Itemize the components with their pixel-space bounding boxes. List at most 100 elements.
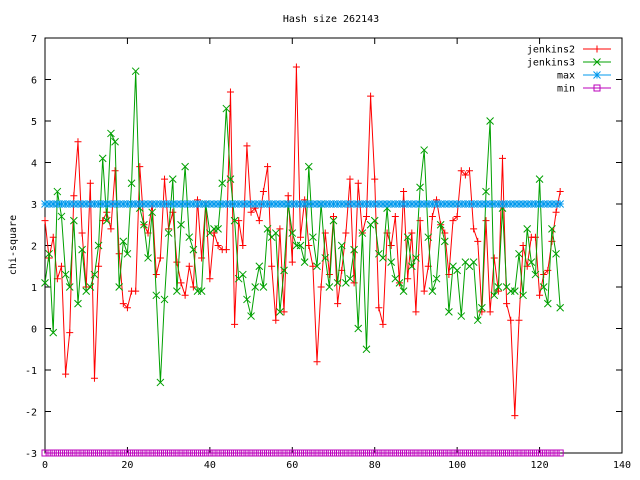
y-axis-label: chi-square (8, 215, 19, 275)
max-point (222, 200, 231, 208)
y-tick-label: -1 (25, 366, 37, 377)
max-point (473, 200, 482, 208)
jenkins3-point (482, 187, 490, 196)
max-point (399, 200, 408, 208)
max-point (366, 200, 375, 208)
min-point (243, 449, 251, 457)
jenkins2-point (272, 316, 280, 324)
jenkins3-point (127, 179, 136, 188)
max-point (296, 200, 305, 208)
min-point (478, 449, 486, 457)
jenkins3-point (164, 229, 173, 237)
jenkins2-point (292, 63, 300, 71)
max-point (115, 200, 124, 208)
max-point (313, 200, 321, 208)
min-point (330, 449, 337, 457)
y-tick-label: 2 (31, 242, 37, 253)
min-point (206, 449, 214, 457)
max-point (271, 200, 280, 208)
max-point (379, 200, 387, 208)
min-point (185, 449, 193, 457)
min-point (387, 449, 395, 457)
max-point (407, 200, 416, 208)
axes: -3 -2 -1 0 1 2 3 4 5 6 7 0 20 40 60 80 100 120 140 (25, 34, 631, 471)
y-tick-label: 7 (31, 34, 37, 45)
min-point (457, 449, 465, 457)
min-point (334, 449, 342, 457)
jenkins2-point (288, 258, 296, 266)
max-point (535, 200, 544, 208)
jenkins3-point (263, 225, 272, 233)
max-point (539, 200, 548, 208)
max-point (292, 200, 301, 208)
min-point (169, 449, 177, 457)
max-point (387, 200, 396, 208)
min-point (193, 449, 201, 457)
min-point (53, 449, 61, 457)
min-point (453, 449, 461, 457)
jenkins2-point (498, 154, 506, 162)
legend-marker-jenkins3 (593, 58, 601, 66)
x-tick-label: 120 (531, 460, 549, 471)
min-point (74, 449, 82, 457)
jenkins2-point (86, 179, 94, 187)
min-point (103, 449, 111, 457)
series-group (41, 63, 565, 457)
min-point (317, 449, 325, 457)
legend-marker-jenkins2 (593, 45, 601, 53)
min-point (239, 449, 247, 457)
min-point (346, 449, 354, 457)
jenkins2-point (317, 283, 325, 291)
min-point (515, 449, 523, 457)
min-point (367, 449, 375, 457)
jenkins2-point (482, 217, 490, 225)
max-point (403, 200, 412, 208)
min-point (259, 449, 267, 457)
min-point (540, 449, 548, 457)
jenkins3-point (399, 287, 408, 296)
min-point (165, 449, 173, 457)
jenkins3-point (140, 220, 148, 229)
max-point (49, 200, 58, 208)
jenkins2-point (334, 300, 342, 308)
legend-label-max: max (557, 71, 575, 82)
jenkins3-point (436, 220, 445, 229)
jenkins2-point (189, 283, 197, 291)
jenkins2-point (231, 320, 239, 328)
min-point (544, 449, 552, 457)
jenkins2-point (41, 217, 49, 225)
jenkins2-point (297, 233, 305, 241)
jenkins3-point (238, 270, 247, 279)
min-point (189, 449, 197, 457)
jenkins3-point (111, 137, 119, 146)
max-point (168, 200, 177, 208)
jenkins2-point (305, 242, 313, 249)
jenkins3-point (98, 154, 107, 163)
max-point (111, 200, 119, 208)
min-point (424, 449, 432, 457)
min-point (503, 449, 511, 457)
jenkins3-point (469, 258, 478, 266)
jenkins3-point (197, 287, 206, 296)
jenkins3-point (74, 299, 82, 308)
min-point (251, 449, 259, 457)
min-point (404, 449, 412, 457)
jenkins2-point (420, 287, 428, 295)
min-point (156, 449, 164, 457)
max-point (280, 200, 288, 208)
jenkins2-point (74, 138, 82, 146)
min-point (482, 449, 490, 457)
jenkins3-point (321, 254, 330, 262)
jenkins2-point (461, 171, 469, 179)
jenkins2-point (268, 262, 276, 270)
max-point (428, 200, 437, 208)
jenkins2-point (276, 225, 284, 233)
jenkins3-point (424, 233, 433, 242)
max-point (210, 200, 218, 208)
min-point (437, 449, 445, 457)
max-point (243, 200, 251, 208)
min-point (99, 449, 107, 457)
jenkins2-point (400, 188, 408, 196)
jenkins2-point (511, 412, 519, 420)
jenkins2-point (280, 308, 288, 316)
